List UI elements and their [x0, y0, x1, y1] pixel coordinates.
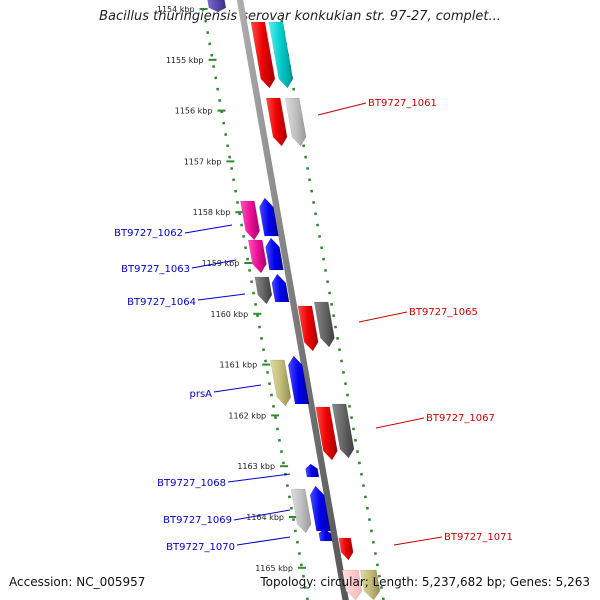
gene-arrow[interactable]: [259, 197, 279, 237]
gene-arrow[interactable]: [318, 528, 333, 542]
tick-label: 1162 kbp: [228, 411, 266, 420]
gene-labels[interactable]: BT9727_1061 BT9727_1062 BT9727_1063 BT9727_…: [114, 98, 513, 553]
tick-label: 1154 kbp: [157, 5, 195, 14]
kbp-ticks: 1154 kbp 1155 kbp 1156 kbp 1157 kbp 1158 kbp…: [157, 5, 306, 573]
gene-arrow[interactable]: [265, 97, 288, 147]
genome-backbone: [236, 0, 349, 600]
gene-arrow[interactable]: [331, 403, 355, 459]
gene-arrow[interactable]: [284, 97, 307, 147]
gene-arrow[interactable]: [240, 200, 260, 241]
gene-arrow[interactable]: [342, 569, 363, 600]
gene-label-leader: [233, 509, 291, 521]
gene-arrow[interactable]: [360, 569, 381, 600]
gene-label-leader: [317, 102, 367, 116]
gene-arrow[interactable]: [265, 237, 284, 271]
genome-title: Bacillus thuringiensis serovar konkukian…: [99, 9, 501, 24]
gene-label[interactable]: prsA: [189, 389, 212, 400]
gene-arrow[interactable]: [247, 239, 267, 274]
tick-label: 1157 kbp: [184, 157, 222, 166]
gene-label[interactable]: BT9727_1071: [444, 532, 513, 543]
gene-label-leader: [213, 384, 262, 393]
gene-label-leader: [236, 536, 291, 546]
gene-arrow[interactable]: [254, 276, 273, 305]
gene-label[interactable]: BT9727_1067: [426, 413, 495, 424]
tick-label: 1155 kbp: [166, 56, 204, 65]
gene-label[interactable]: BT9727_1062: [114, 228, 183, 239]
genome-summary-text: Topology: circular; Length: 5,237,682 bp…: [260, 575, 590, 589]
gene-label[interactable]: BT9727_1069: [163, 515, 232, 526]
gene-label-leader: [197, 293, 246, 301]
gene-arrow[interactable]: [290, 488, 312, 534]
gene-arrow[interactable]: [207, 0, 227, 13]
gene-label[interactable]: BT9727_1061: [368, 98, 437, 109]
tick-label: 1163 kbp: [237, 462, 275, 471]
gene-arrow[interactable]: [270, 359, 292, 407]
backbone-line: [236, 0, 349, 600]
gene-label-leader: [191, 259, 237, 269]
gene-features[interactable]: [207, 0, 381, 600]
tick-label: 1164 kbp: [246, 513, 284, 522]
gene-label[interactable]: BT9727_1070: [166, 542, 235, 553]
gene-arrow[interactable]: [250, 21, 276, 89]
tick-label: 1165 kbp: [255, 564, 293, 573]
gene-arrow[interactable]: [287, 355, 310, 405]
gene-arrow[interactable]: [271, 273, 290, 303]
gene-label-leader: [393, 536, 443, 546]
gene-label[interactable]: BT9727_1068: [157, 478, 226, 489]
gene-arrow[interactable]: [313, 301, 335, 348]
gene-label[interactable]: BT9727_1063: [121, 264, 190, 275]
gene-arrow[interactable]: [338, 537, 354, 561]
gene-arrow[interactable]: [305, 463, 320, 478]
gene-label-leader: [184, 224, 233, 234]
gene-arrow[interactable]: [297, 305, 319, 352]
accession-text: Accession: NC_005957: [9, 575, 146, 589]
tick-label: 1159 kbp: [202, 259, 240, 268]
gene-label-leader: [358, 311, 408, 323]
gene-arrow[interactable]: [268, 21, 294, 89]
gene-label-leader: [227, 473, 291, 483]
tick-label: 1156 kbp: [175, 107, 213, 116]
tick-label: 1161 kbp: [219, 361, 257, 370]
gene-label[interactable]: BT9727_1065: [409, 307, 478, 318]
tick-label: 1160 kbp: [211, 310, 249, 319]
tick-label: 1158 kbp: [193, 208, 231, 217]
gene-label-leader: [375, 417, 425, 429]
gene-arrow[interactable]: [315, 406, 338, 461]
gene-label[interactable]: BT9727_1064: [127, 297, 196, 308]
